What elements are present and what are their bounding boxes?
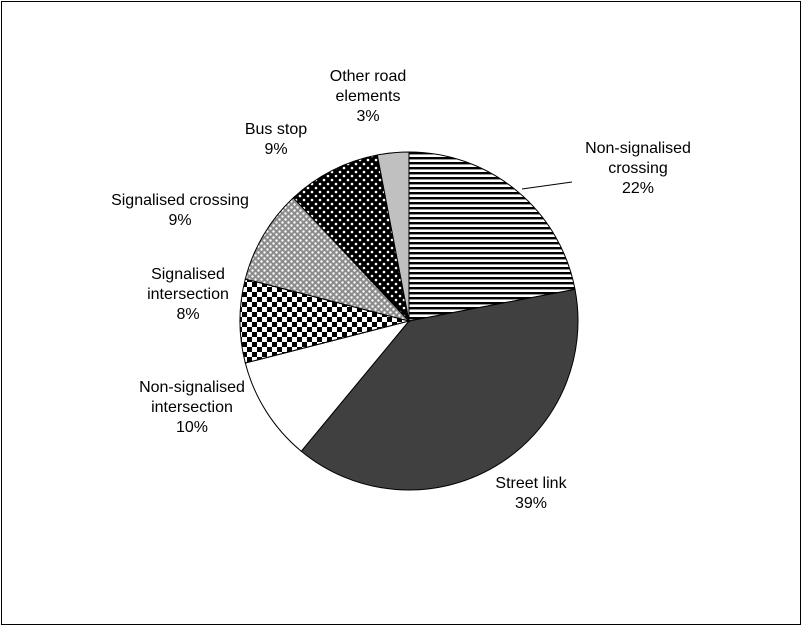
slice-label-other-road-elements: Other road elements 3%	[330, 68, 406, 125]
slice-labels: Non-signalised crossing 22% Street link 39% N…	[111, 68, 691, 512]
slice-label-bus-stop: Bus stop 9%	[245, 121, 307, 158]
slice-label-signalised-intersection: Signalised intersection 8%	[147, 266, 229, 323]
pie-slice-street-link	[300, 288, 579, 491]
pie-slice-non-signalised-crossing	[408, 151, 576, 322]
slice-label-signalised-crossing: Signalised crossing 9%	[111, 192, 249, 229]
pie-slice-bus-stop	[292, 154, 410, 323]
slice-label-non-signalised-intersection: Non-signalised intersection 10%	[139, 379, 245, 436]
slice-label-non-signalised-crossing: Non-signalised crossing 22%	[585, 140, 691, 197]
pie-slice-other-road-elements	[376, 151, 410, 322]
leader-line-non-signalised-crossing	[521, 181, 573, 190]
pie-slice-signalised-crossing	[244, 197, 411, 322]
pie-slices	[239, 151, 579, 491]
leader-lines	[521, 181, 573, 190]
slice-label-street-link: Street link 39%	[495, 475, 567, 512]
pie-slice-non-signalised-intersection	[244, 320, 411, 452]
